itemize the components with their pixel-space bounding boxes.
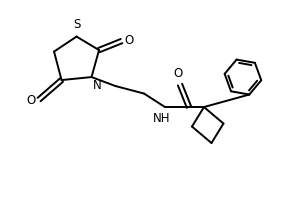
Text: O: O — [27, 94, 36, 107]
Text: N: N — [93, 79, 102, 92]
Text: O: O — [124, 34, 134, 47]
Text: NH: NH — [153, 112, 171, 125]
Text: S: S — [73, 18, 80, 31]
Text: O: O — [174, 67, 183, 80]
